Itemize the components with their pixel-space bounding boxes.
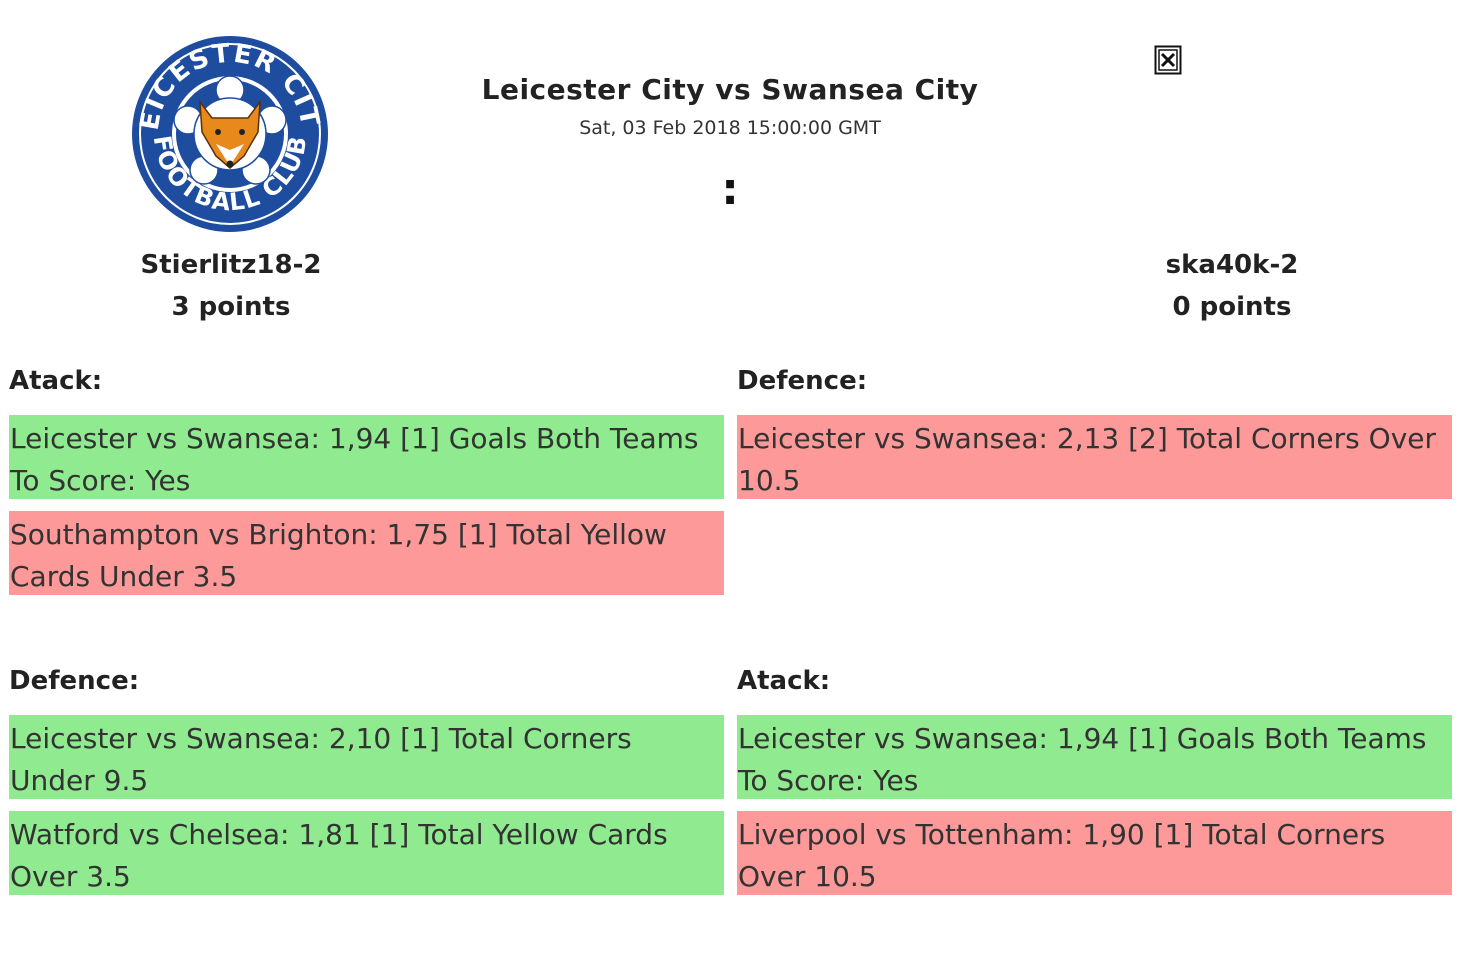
player-left: Stierlitz18-2 3 points — [101, 250, 361, 330]
bet-item: Leicester vs Swansea: 2,10 [1] Total Cor… — [9, 715, 724, 799]
section-title: Atack: — [737, 666, 831, 696]
player-points: 3 points — [171, 292, 291, 322]
section-title: Defence: — [737, 366, 868, 396]
bet-item: Leicester vs Swansea: 1,94 [1] Goals Bot… — [9, 415, 724, 499]
player-right: ska40k-2 0 points — [1102, 250, 1362, 330]
club-crest-icon: LEICESTER CITY FOOTBALL CLUB — [128, 32, 330, 234]
section-title: Defence: — [9, 666, 140, 696]
section-title: Atack: — [9, 366, 103, 396]
bet-item: Leicester vs Swansea: 1,94 [1] Goals Bot… — [737, 715, 1452, 799]
player-name: ska40k-2 — [1165, 250, 1299, 280]
player-points: 0 points — [1172, 292, 1292, 322]
bet-item: Watford vs Chelsea: 1,81 [1] Total Yello… — [9, 811, 724, 895]
player-name: Stierlitz18-2 — [140, 250, 322, 280]
score-separator: : — [721, 164, 739, 215]
match-date: Sat, 03 Feb 2018 15:00:00 GMT — [579, 117, 881, 139]
bet-item: Southampton vs Brighton: 1,75 [1] Total … — [9, 511, 724, 595]
bet-item: Leicester vs Swansea: 2,13 [2] Total Cor… — [737, 415, 1452, 499]
match-title: Leicester City vs Swansea City — [481, 73, 979, 106]
close-icon[interactable] — [1154, 45, 1182, 75]
bet-item: Liverpool vs Tottenham: 1,90 [1] Total C… — [737, 811, 1452, 895]
